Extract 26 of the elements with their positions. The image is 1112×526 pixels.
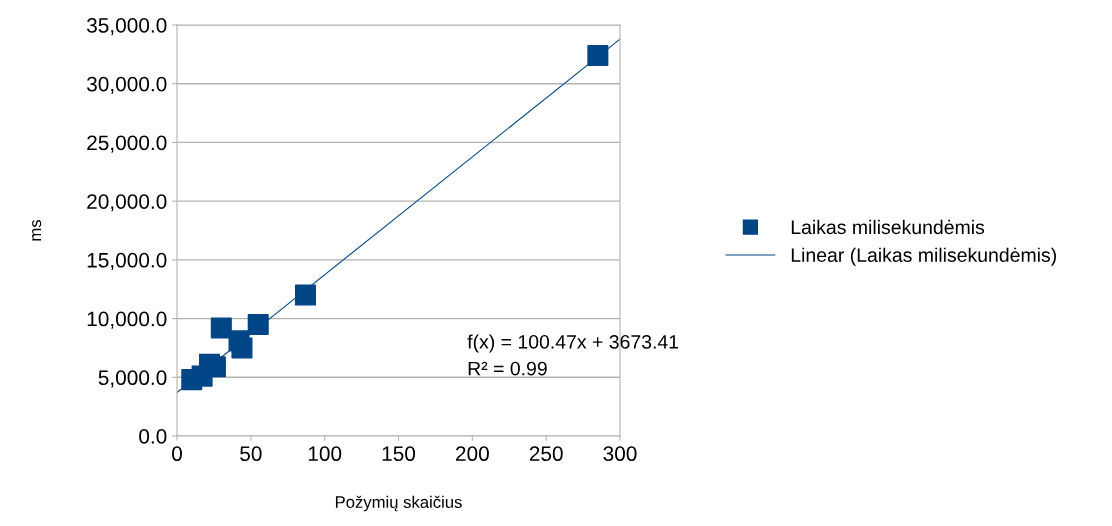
y-tick-label: 0.0 — [139, 429, 167, 444]
legend-label: Laikas milisekundėmis — [791, 219, 985, 235]
x-tick-label: 250 — [529, 446, 563, 462]
point — [294, 284, 316, 306]
x-tick-label: 200 — [456, 446, 489, 462]
point — [210, 317, 232, 339]
legend-label: Linear (Laikas milisekundėmis) — [791, 247, 1056, 266]
x-tick-label: 50 — [240, 446, 262, 462]
y-tick-label: 5,000.0 — [98, 370, 167, 388]
annotation: f(x) = 100.47x + 3673.41 — [467, 334, 679, 353]
point — [247, 313, 269, 335]
y-tick-label: 25,000.0 — [87, 135, 167, 153]
point — [231, 337, 253, 359]
x-axis-title: Požymių skaičius — [335, 495, 462, 512]
point — [587, 45, 609, 67]
x-tick-label: 0 — [172, 446, 182, 462]
y-tick-label: 10,000.0 — [87, 311, 167, 329]
annotation: R² = 0.99 — [468, 361, 547, 376]
x-tick-label: 100 — [308, 446, 342, 462]
y-tick-label: 20,000.0 — [87, 194, 167, 212]
y-tick-label: 30,000.0 — [86, 76, 167, 94]
y-tick-label: 35,000.0 — [86, 18, 167, 36]
x-tick-label: 300 — [603, 446, 637, 462]
x-tick-label: 150 — [382, 446, 416, 462]
y-tick-label: 15,000.0 — [87, 252, 167, 271]
y-axis-title: ms — [32, 219, 42, 241]
